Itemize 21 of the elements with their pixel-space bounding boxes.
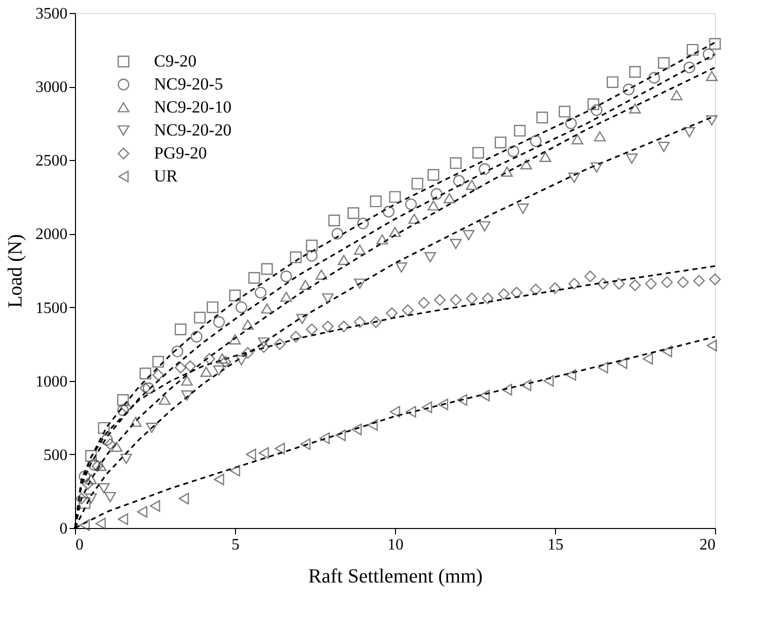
legend-label: C9-20 [154, 52, 196, 70]
y-tick-label: 2000 [36, 226, 68, 244]
y-axis-title: Load (N) [4, 234, 26, 308]
y-tick-label: 1000 [36, 373, 68, 390]
y-tick-label: 500 [44, 446, 68, 464]
legend-label: PG9-20 [154, 144, 207, 162]
x-tick-label: 0 [76, 536, 84, 554]
y-tick-label: 0 [60, 520, 68, 538]
legend-label: NC9-20-10 [154, 98, 232, 116]
x-tick-label: 10 [388, 536, 404, 554]
y-tick-label: 3500 [36, 6, 68, 22]
x-axis-title: Raft Settlement (mm) [308, 566, 483, 588]
x-tick-label: 20 [700, 536, 716, 554]
legend-label: NC9-20-20 [154, 120, 232, 140]
y-tick-label: 3000 [36, 79, 68, 96]
y-tick-label: 2500 [36, 152, 68, 170]
y-tick-label: 1500 [36, 300, 68, 317]
x-tick-label: 15 [548, 536, 564, 554]
legend-label: UR [154, 166, 178, 186]
x-tick-label: 5 [232, 536, 240, 554]
legend-label: NC9-20-5 [154, 74, 223, 94]
